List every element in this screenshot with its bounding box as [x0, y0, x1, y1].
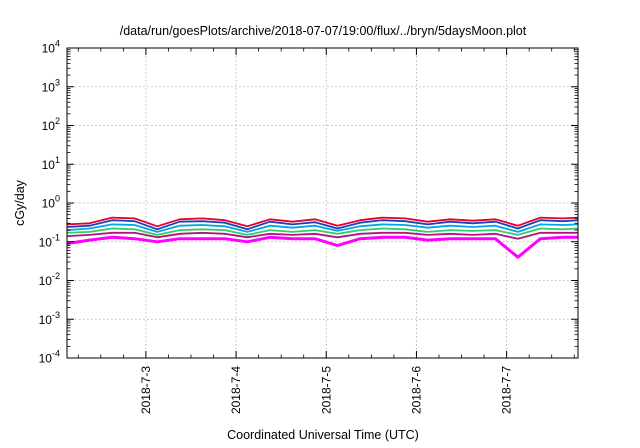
y-tick-label: 10-2 — [39, 271, 60, 288]
series-group — [66, 216, 579, 259]
series-line — [66, 231, 578, 240]
y-tick-label: 101 — [42, 155, 60, 172]
y-tick-label: 104 — [42, 39, 60, 56]
x-tick-label: 2018-7-6 — [409, 366, 423, 414]
y-tick-label: 10-1 — [39, 232, 60, 249]
grid — [67, 48, 578, 358]
x-tick-label: 2018-7-7 — [500, 366, 514, 414]
series-line — [66, 227, 579, 236]
series-line — [66, 219, 579, 231]
y-axis: 10-4 10-3 10-2 10-1 100 101 102 103 104 — [39, 39, 578, 366]
y-tick-label: 100 — [42, 194, 60, 211]
x-axis: 2018-7-3 2018-7-4 2018-7-5 2018-7-6 2018-7-7 — [77, 48, 575, 414]
series-line — [66, 216, 579, 228]
y-tick-label: 102 — [42, 116, 60, 133]
x-tick-label: 2018-7-3 — [139, 366, 153, 414]
y-axis-label: cGy/day — [13, 179, 27, 226]
x-tick-label: 2018-7-4 — [229, 366, 243, 414]
y-tick-label: 10-3 — [39, 310, 60, 327]
series-line — [66, 223, 579, 233]
x-tick-label: 2018-7-5 — [319, 366, 333, 414]
series-line — [66, 235, 578, 259]
chart-title: /data/run/goesPlots/archive/2018-07-07/1… — [120, 24, 527, 38]
y-tick-label: 10-4 — [39, 349, 60, 366]
x-axis-label: Coordinated Universal Time (UTC) — [227, 428, 419, 442]
y-tick-label: 103 — [42, 77, 60, 94]
